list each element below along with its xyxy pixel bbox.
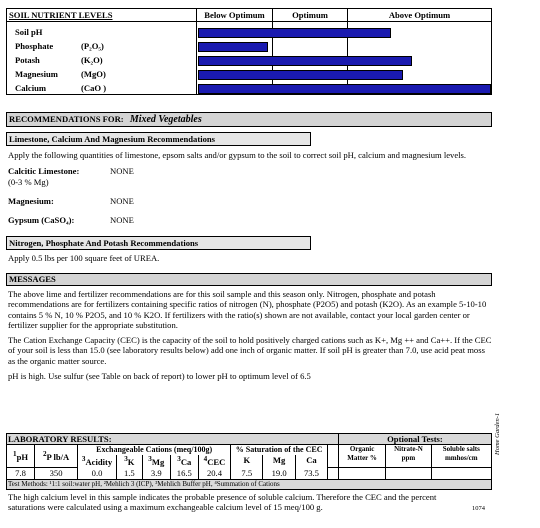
nutrient-bar-magnesium	[198, 70, 403, 80]
col-sat-k: K	[230, 455, 264, 468]
crop-name: Mixed Vegetables	[129, 114, 202, 125]
value-acidity: 0.0	[77, 467, 117, 481]
message-paragraph: The above lime and fertilizer recommenda…	[8, 289, 487, 331]
recommendations-header: RECOMMENDATIONS FOR: Mixed Vegetables	[6, 112, 492, 127]
optional-tests-heading: Optional Tests:	[337, 432, 493, 446]
cec-sup: 4	[203, 455, 208, 464]
col-k: 3K	[115, 455, 143, 468]
header-optimum: Optimum	[272, 9, 347, 22]
ph-label: pH	[16, 451, 29, 462]
exchangeable-cations-heading: Exchangeable Cations (meq/100g)	[77, 444, 232, 456]
spacer-cell	[327, 444, 339, 469]
col-organic-matter: Organic Matter %	[337, 444, 387, 469]
ph-sup: 1	[12, 450, 17, 459]
value-cec: 20.4	[197, 467, 232, 481]
value-soluble-salts	[430, 467, 493, 481]
nutrient-bar-calcium	[198, 84, 491, 94]
saturation-heading: % Saturation of the CEC	[230, 444, 329, 456]
value-sat-mg: 19.0	[262, 467, 296, 481]
col-nitrate: Nitrate-N ppm	[385, 444, 432, 469]
acidity-label: Acidity	[85, 457, 113, 468]
message-paragraph: pH is high. Use sulfur (see Table on bac…	[8, 371, 311, 381]
nutrient-formula: (MgO)	[81, 69, 106, 79]
report-number: 1074	[472, 505, 485, 512]
nutrient-label-column: SOIL NUTRIENT LEVELS	[7, 9, 197, 94]
nutrient-chart-title: SOIL NUTRIENT LEVELS	[7, 9, 196, 22]
calcitic-sub: (0-3 % Mg)	[8, 177, 49, 187]
nutrient-formula: (K₂O)	[81, 55, 103, 65]
chart-divider-2	[347, 9, 348, 94]
ca-sup: 3	[177, 455, 181, 464]
mg-label: Mg	[151, 457, 165, 468]
nutrient-chart: SOIL NUTRIENT LEVELS Below Optimum Optim…	[6, 8, 492, 95]
col-ca: 3Ca	[169, 455, 199, 468]
value-organic-matter	[337, 467, 387, 481]
value-nitrate	[385, 467, 432, 481]
gypsum-label: Gypsum (CaSO₄):	[8, 215, 75, 225]
lab-results-table: LABORATORY RESULTS: Optional Tests: 1pH …	[5, 432, 493, 491]
p-label: P lb/A	[46, 451, 70, 462]
value-sat-k: 7.5	[230, 467, 264, 481]
nutrient-name: Calcium	[15, 83, 47, 93]
header-above-optimum: Above Optimum	[347, 9, 491, 22]
lime-intro: Apply the following quantities of limest…	[8, 150, 467, 160]
mg-sup: 3	[148, 455, 152, 464]
messages-heading: MESSAGES	[6, 273, 492, 286]
cec-label: CEC	[207, 457, 226, 468]
chart-divider-1	[272, 9, 273, 94]
side-label: Home Garden-1	[494, 412, 501, 455]
k-label: K	[127, 457, 135, 468]
value-k: 1.5	[115, 467, 143, 481]
value-ph: 7.8	[5, 467, 36, 481]
nutrient-name: Potash	[15, 55, 40, 65]
lab-heading: LABORATORY RESULTS:	[6, 432, 339, 446]
value-p: 350	[34, 467, 79, 481]
calcitic-value: NONE	[110, 166, 134, 176]
calcitic-label: Calcitic Limestone:	[8, 166, 80, 176]
col-ph: 1pH	[5, 444, 36, 469]
magnesium-label: Magnesium:	[8, 196, 54, 206]
lime-heading: Limestone, Calcium And Magnesium Recomme…	[6, 132, 311, 146]
col-mg: 3Mg	[141, 455, 171, 468]
nutrient-name: Soil pH	[15, 27, 43, 37]
value-sat-ca: 73.5	[294, 467, 329, 481]
magnesium-value: NONE	[110, 196, 134, 206]
nutrient-bar-soil-ph	[198, 28, 391, 38]
col-p: 2P lb/A	[34, 444, 79, 469]
nutrient-name: Phosphate	[15, 41, 54, 51]
nutrient-bar-potash	[198, 56, 412, 66]
nutrient-name: Magnesium	[15, 69, 58, 79]
k-sup: 3	[124, 455, 128, 464]
col-sat-mg: Mg	[262, 455, 296, 468]
nutrient-formula: (CaO )	[81, 83, 107, 93]
npk-heading: Nitrogen, Phosphate And Potash Recommend…	[6, 236, 311, 250]
value-ca: 16.5	[169, 467, 199, 481]
nutrient-formula: (P₂O₅)	[81, 41, 104, 51]
calcium-note: The high calcium level in this sample in…	[8, 492, 437, 513]
gypsum-value: NONE	[110, 215, 134, 225]
col-cec: 4CEC	[197, 455, 232, 468]
header-below-optimum: Below Optimum	[197, 9, 272, 22]
spacer-value	[327, 467, 339, 481]
npk-text: Apply 0.5 lbs per 100 square feet of URE…	[8, 253, 160, 263]
message-paragraph: The Cation Exchange Capacity (CEC) is th…	[8, 335, 492, 366]
col-acidity: 3Acidity	[77, 455, 117, 468]
p-sup: 2	[42, 450, 47, 459]
value-mg: 3.9	[141, 467, 171, 481]
recommendations-heading: RECOMMENDATIONS FOR:	[9, 114, 124, 124]
test-methods: Test Methods: ¹1:1 soil:water pH, ²Mehli…	[6, 479, 492, 491]
nutrient-bar-phosphate	[198, 42, 268, 52]
col-sat-ca: Ca	[294, 455, 329, 468]
acidity-sup: 3	[81, 455, 86, 464]
ca-label: Ca	[180, 457, 192, 468]
col-soluble-salts: Soluble salts mmhos/cm	[430, 444, 493, 469]
